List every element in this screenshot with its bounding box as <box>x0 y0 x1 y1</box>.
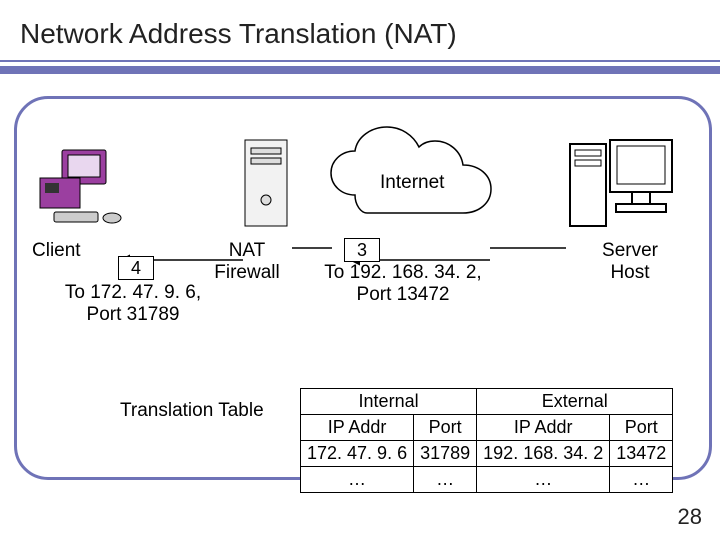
server-label-line2: Host <box>610 262 649 283</box>
client-icon <box>40 150 121 223</box>
table-sub-header-row: IP Addr Port IP Addr Port <box>301 415 673 441</box>
table-sub-3: Port <box>610 415 673 441</box>
page-number: 28 <box>678 504 702 530</box>
table-cell: … <box>301 467 414 493</box>
server-icon <box>570 140 672 226</box>
step3-dest-line1: To 192. 168. 34. 2, <box>324 262 481 283</box>
internet-label: Internet <box>380 172 444 194</box>
step3-dest-line2: Port 13472 <box>357 284 450 305</box>
step3-box: 3 <box>344 238 380 262</box>
table-cell: 172. 47. 9. 6 <box>301 441 414 467</box>
table-sub-0: IP Addr <box>301 415 414 441</box>
table-group-external: External <box>477 389 673 415</box>
table-cell: … <box>477 467 610 493</box>
step4-dest-line2: Port 31789 <box>87 304 180 325</box>
step4-dest-line1: To 172. 47. 9. 6, <box>65 282 201 303</box>
table-row: … … … … <box>301 467 673 493</box>
table-cell: … <box>610 467 673 493</box>
table-sub-1: Port <box>414 415 477 441</box>
table-group-internal: Internal <box>301 389 477 415</box>
table-cell: 31789 <box>414 441 477 467</box>
step4-box: 4 <box>118 256 154 280</box>
server-label: Server Host <box>585 240 675 284</box>
table-cell: 192. 168. 34. 2 <box>477 441 610 467</box>
step3-dest: To 192. 168. 34. 2, Port 13472 <box>308 262 498 306</box>
nat-label-line1: NAT <box>229 240 266 261</box>
firewall-icon <box>245 140 287 226</box>
nat-label: NAT Firewall <box>207 240 287 284</box>
table-group-header-row: Internal External <box>301 389 673 415</box>
client-label: Client <box>32 240 81 262</box>
table-row: 172. 47. 9. 6 31789 192. 168. 34. 2 1347… <box>301 441 673 467</box>
step4-dest: To 172. 47. 9. 6, Port 31789 <box>48 282 218 326</box>
table-caption: Translation Table <box>120 400 264 422</box>
table-cell: 13472 <box>610 441 673 467</box>
table-sub-2: IP Addr <box>477 415 610 441</box>
translation-table: Internal External IP Addr Port IP Addr P… <box>300 388 673 493</box>
internet-cloud-icon <box>331 127 491 213</box>
nat-label-line2: Firewall <box>214 262 279 283</box>
server-label-line1: Server <box>602 240 658 261</box>
table-cell: … <box>414 467 477 493</box>
